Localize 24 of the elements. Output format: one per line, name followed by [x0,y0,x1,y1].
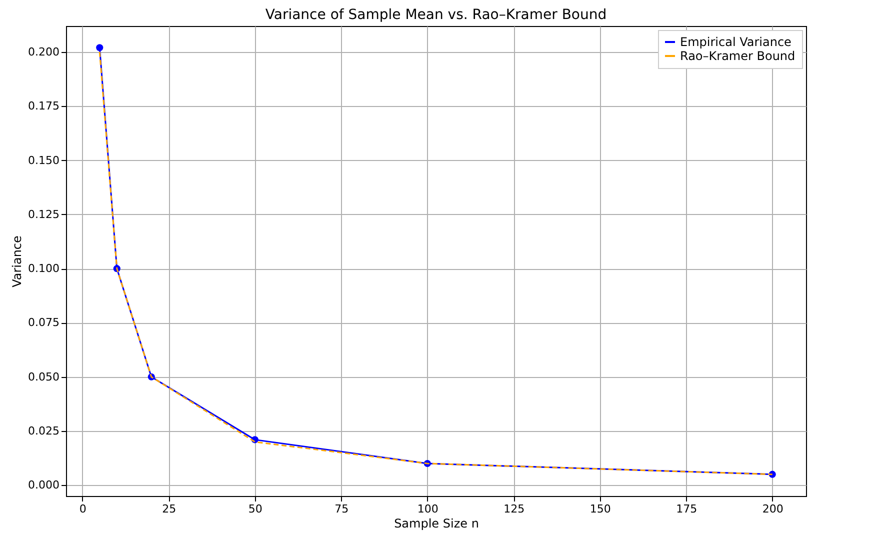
y-tick-label: 0.000 [28,478,60,492]
y-tick-label: 0.050 [28,370,60,384]
point [96,44,104,52]
x-tick-label: 0 [79,502,86,516]
y-tick-label: 0.025 [28,424,60,438]
y-tick-label: 0.075 [28,316,60,330]
x-tick-label: 25 [162,502,176,516]
x-tick-label: 200 [762,502,784,516]
x-tick-label: 50 [248,502,262,516]
y-tick-label: 0.175 [28,100,60,113]
y-tick-label: 0.200 [28,45,60,58]
y-tick-label: 0.100 [28,262,60,276]
y-tick-label: 0.150 [28,154,60,167]
x-tick-label: 100 [417,502,438,516]
legend-label: Rao–Kramer Bound [680,49,796,63]
y-tick-label: 0.125 [28,208,60,221]
x-axis-title: Sample Size n [394,516,479,530]
x-tick-label: 125 [504,502,525,516]
x-tick-label: 150 [590,502,611,516]
x-tick-label: 175 [676,502,698,516]
x-tick-label: 75 [334,502,349,516]
legend-label: Empirical Variance [680,35,792,49]
chart-title: Variance of Sample Mean vs. Rao–Kramer Bound [265,7,607,23]
y-axis-title: Variance [10,236,24,288]
